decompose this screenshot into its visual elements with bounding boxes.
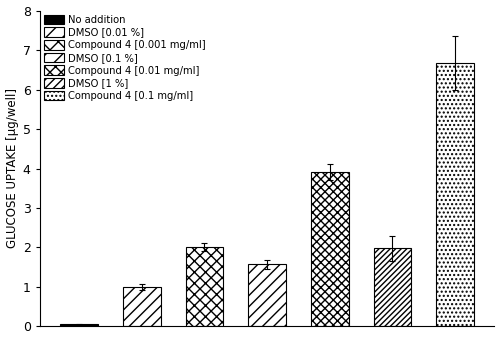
Bar [186, 247, 224, 326]
Bar [311, 172, 348, 326]
Bar [60, 324, 98, 326]
Bar [248, 265, 286, 326]
Y-axis label: GLUCOSE UPTAKE [μg/well]: GLUCOSE UPTAKE [μg/well] [6, 88, 18, 249]
Bar [436, 63, 474, 326]
Bar [123, 287, 160, 326]
Bar [374, 248, 411, 326]
Legend: No addition, DMSO [0.01 %], Compound 4 [0.001 mg/ml], DMSO [0.1 %], Compound 4 [: No addition, DMSO [0.01 %], Compound 4 [… [42, 13, 207, 103]
